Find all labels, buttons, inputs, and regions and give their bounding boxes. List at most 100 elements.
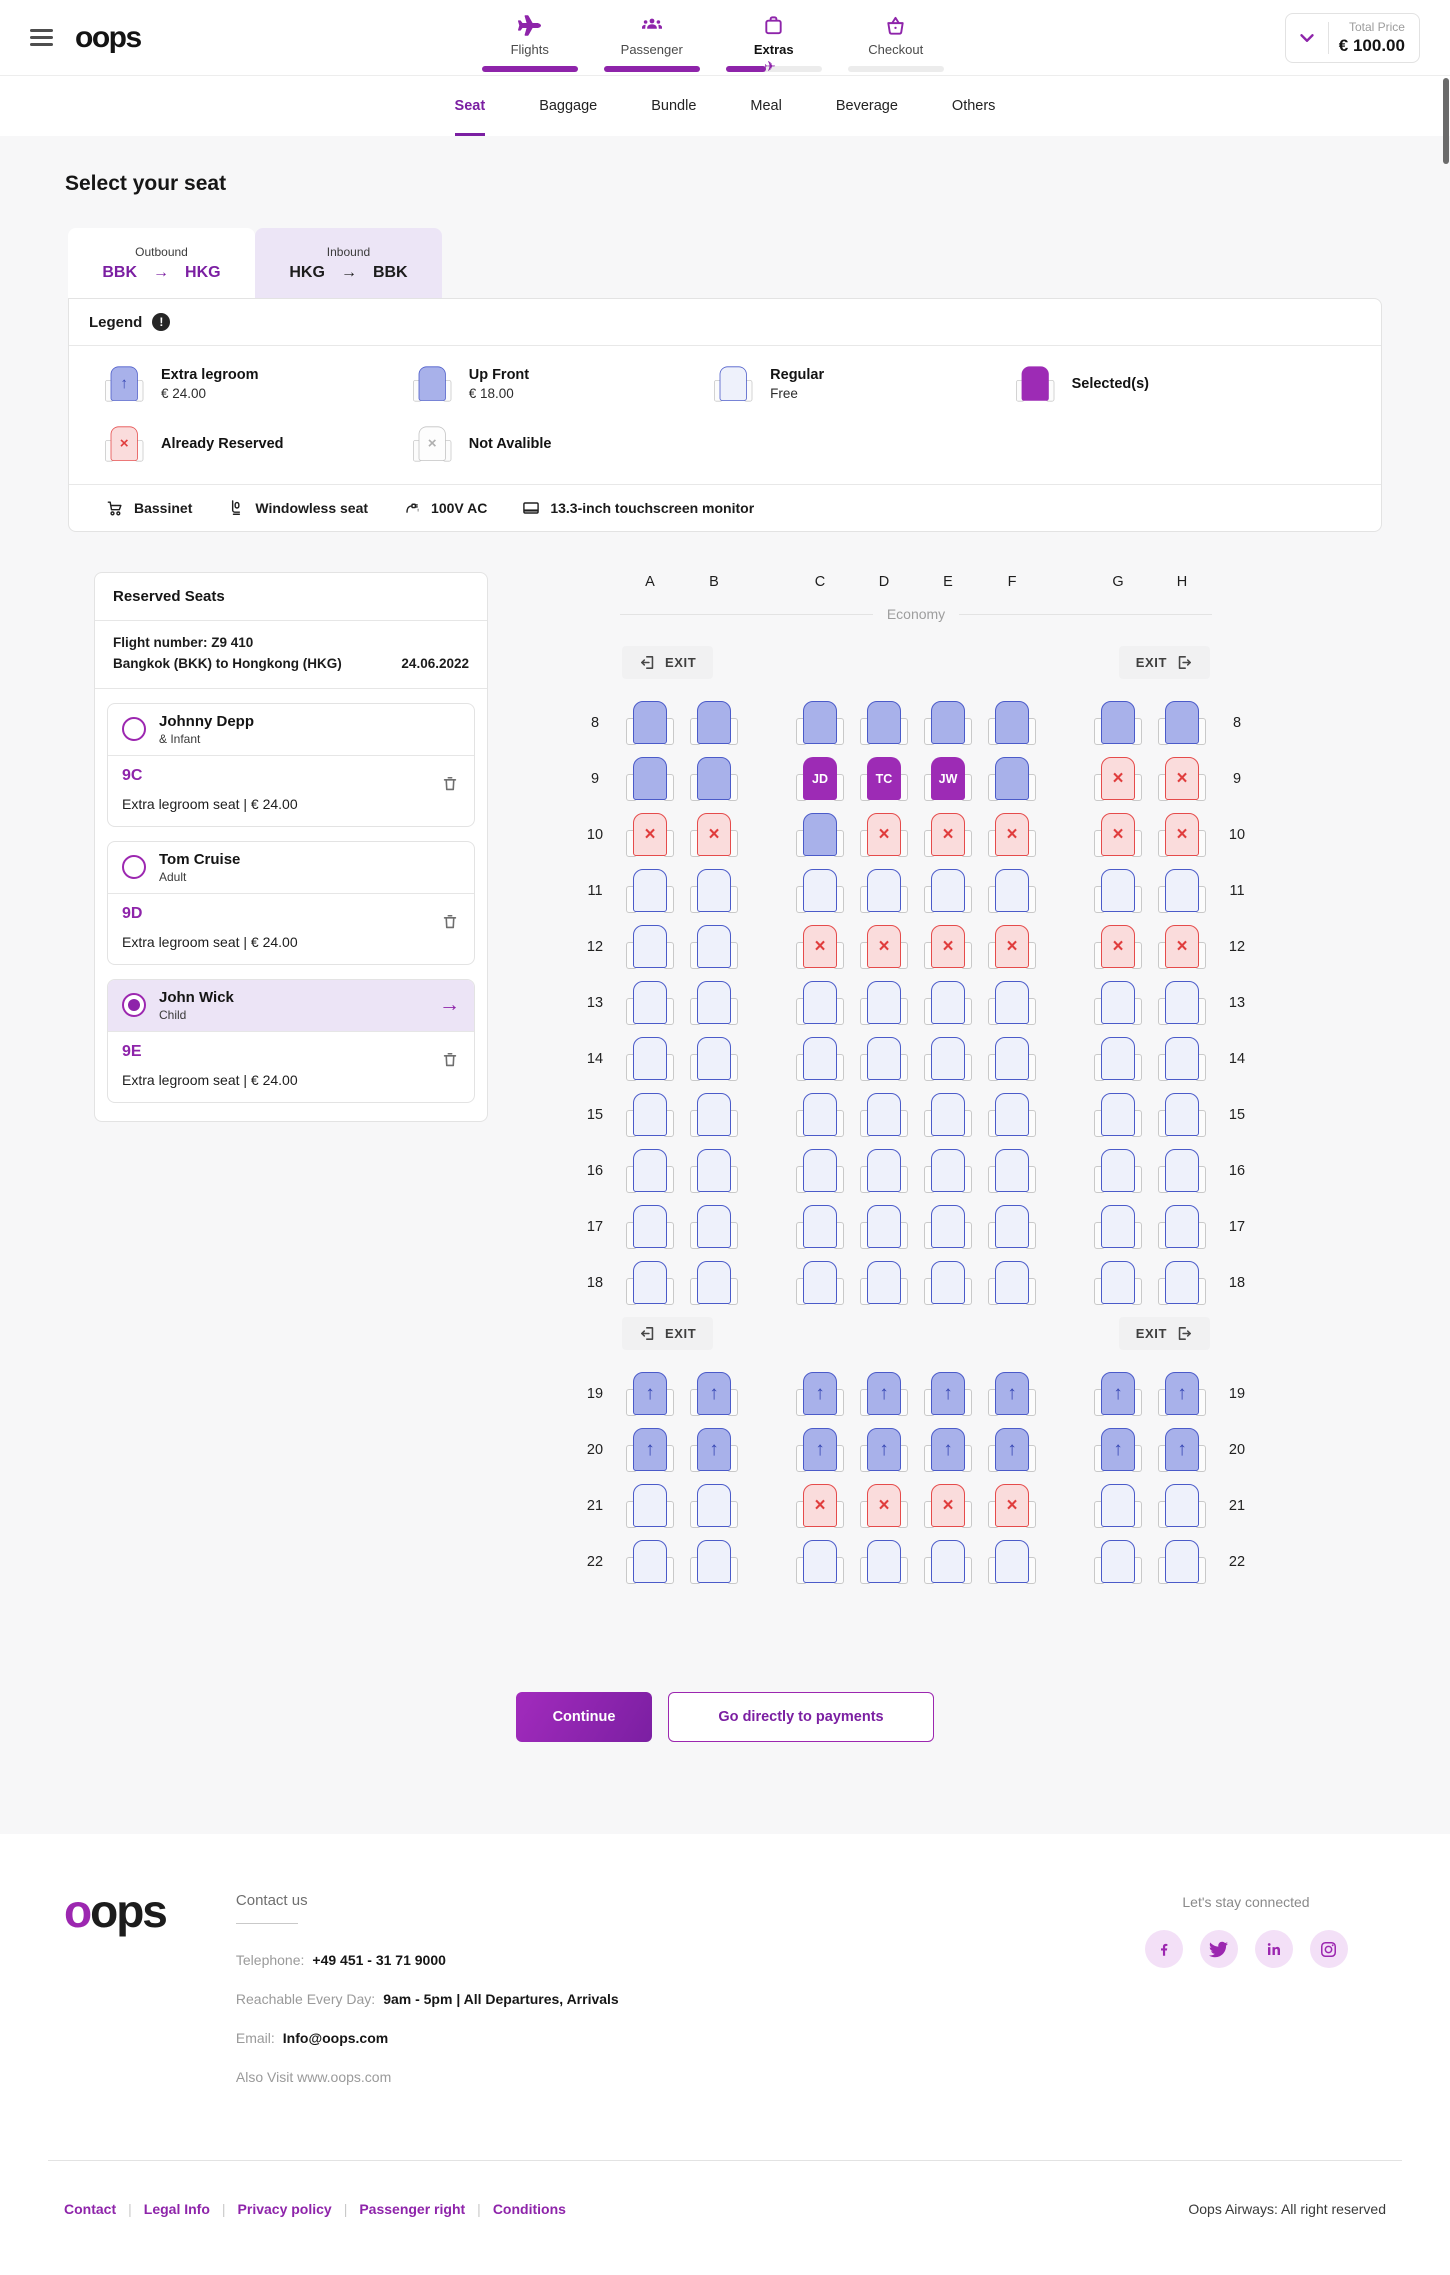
seat-16C[interactable] xyxy=(796,1149,844,1193)
seat-8D[interactable] xyxy=(860,701,908,745)
seat-9A[interactable] xyxy=(626,757,674,801)
seat-22E[interactable] xyxy=(924,1540,972,1584)
info-icon[interactable]: ! xyxy=(152,313,171,331)
delete-seat-button[interactable] xyxy=(438,910,462,937)
seat-16E[interactable] xyxy=(924,1149,972,1193)
footer-link-legal-info[interactable]: Legal Info xyxy=(143,2201,210,2217)
seat-17H[interactable] xyxy=(1158,1205,1206,1249)
seat-14B[interactable] xyxy=(690,1037,738,1081)
seat-8C[interactable] xyxy=(796,701,844,745)
seat-11F[interactable] xyxy=(988,869,1036,913)
seat-13B[interactable] xyxy=(690,981,738,1025)
seat-12B[interactable] xyxy=(690,925,738,969)
seat-8E[interactable] xyxy=(924,701,972,745)
seat-20B[interactable]: ↑ xyxy=(690,1428,738,1472)
seat-13E[interactable] xyxy=(924,981,972,1025)
go-to-payments-button[interactable]: Go directly to payments xyxy=(668,1692,934,1742)
passenger-select-0[interactable]: Johnny Depp& Infant→ xyxy=(108,704,474,756)
footer-link-conditions[interactable]: Conditions xyxy=(492,2201,566,2217)
seat-9D[interactable]: TC xyxy=(860,757,908,801)
seat-19E[interactable]: ↑ xyxy=(924,1372,972,1416)
seat-10C[interactable] xyxy=(796,813,844,857)
seat-21H[interactable] xyxy=(1158,1484,1206,1528)
seat-18B[interactable] xyxy=(690,1261,738,1305)
seat-18C[interactable] xyxy=(796,1261,844,1305)
seat-18G[interactable] xyxy=(1094,1261,1142,1305)
seat-8F[interactable] xyxy=(988,701,1036,745)
tab-bundle[interactable]: Bundle xyxy=(651,97,697,114)
seat-11B[interactable] xyxy=(690,869,738,913)
seat-15F[interactable] xyxy=(988,1093,1036,1137)
seat-11C[interactable] xyxy=(796,869,844,913)
seat-17G[interactable] xyxy=(1094,1205,1142,1249)
seat-8A[interactable] xyxy=(626,701,674,745)
seat-11A[interactable] xyxy=(626,869,674,913)
passenger-select-2[interactable]: John Wick Child → xyxy=(108,979,474,1032)
footer-link-privacy-policy[interactable]: Privacy policy xyxy=(237,2201,332,2217)
passenger-radio[interactable] xyxy=(122,855,146,880)
seat-16D[interactable] xyxy=(860,1149,908,1193)
seat-9C[interactable]: JD xyxy=(796,757,844,801)
tab-seat[interactable]: Seat xyxy=(454,76,486,136)
seat-20G[interactable]: ↑ xyxy=(1094,1428,1142,1472)
seat-14E[interactable] xyxy=(924,1037,972,1081)
seat-14G[interactable] xyxy=(1094,1037,1142,1081)
seat-11G[interactable] xyxy=(1094,869,1142,913)
seat-19B[interactable]: ↑ xyxy=(690,1372,738,1416)
seat-20D[interactable]: ↑ xyxy=(860,1428,908,1472)
seat-13H[interactable] xyxy=(1158,981,1206,1025)
seat-17D[interactable] xyxy=(860,1205,908,1249)
seat-11H[interactable] xyxy=(1158,869,1206,913)
seat-20E[interactable]: ↑ xyxy=(924,1428,972,1472)
scrollbar-thumb[interactable] xyxy=(1443,78,1449,164)
seat-21A[interactable] xyxy=(626,1484,674,1528)
seat-16B[interactable] xyxy=(690,1149,738,1193)
twitter-icon[interactable] xyxy=(1199,1930,1238,1968)
step-checkout[interactable]: Checkout xyxy=(847,11,944,72)
seat-20A[interactable]: ↑ xyxy=(626,1428,674,1472)
seat-15C[interactable] xyxy=(796,1093,844,1137)
seat-14A[interactable] xyxy=(626,1037,674,1081)
seat-21B[interactable] xyxy=(690,1484,738,1528)
seat-22G[interactable] xyxy=(1094,1540,1142,1584)
seat-12A[interactable] xyxy=(626,925,674,969)
seat-9E[interactable]: JW xyxy=(924,757,972,801)
step-flights[interactable]: Flights xyxy=(481,11,578,72)
seat-22H[interactable] xyxy=(1158,1540,1206,1584)
seat-22B[interactable] xyxy=(690,1540,738,1584)
delete-seat-button[interactable] xyxy=(438,1048,462,1075)
continue-button[interactable]: Continue xyxy=(516,1692,652,1742)
seat-15H[interactable] xyxy=(1158,1093,1206,1137)
seat-8B[interactable] xyxy=(690,701,738,745)
seat-16G[interactable] xyxy=(1094,1149,1142,1193)
footer-link-contact[interactable]: Contact xyxy=(64,2201,117,2217)
seat-15B[interactable] xyxy=(690,1093,738,1137)
seat-9F[interactable] xyxy=(988,757,1036,801)
facebook-icon[interactable] xyxy=(1144,1930,1183,1968)
direction-tab-outbound[interactable]: Outbound BBK → HKG xyxy=(68,228,255,298)
seat-17C[interactable] xyxy=(796,1205,844,1249)
seat-18F[interactable] xyxy=(988,1261,1036,1305)
seat-14C[interactable] xyxy=(796,1037,844,1081)
total-price-box[interactable]: Total Price € 100.00 xyxy=(1284,12,1420,63)
tab-baggage[interactable]: Baggage xyxy=(539,97,598,114)
seat-19H[interactable]: ↑ xyxy=(1158,1372,1206,1416)
tab-beverage[interactable]: Beverage xyxy=(835,97,898,114)
instagram-icon[interactable] xyxy=(1309,1930,1348,1968)
seat-22F[interactable] xyxy=(988,1540,1036,1584)
seat-15G[interactable] xyxy=(1094,1093,1142,1137)
seat-11E[interactable] xyxy=(924,869,972,913)
seat-15E[interactable] xyxy=(924,1093,972,1137)
tab-others[interactable]: Others xyxy=(951,97,996,114)
seat-19F[interactable]: ↑ xyxy=(988,1372,1036,1416)
seat-13G[interactable] xyxy=(1094,981,1142,1025)
passenger-radio[interactable] xyxy=(122,717,146,742)
seat-17B[interactable] xyxy=(690,1205,738,1249)
seat-20C[interactable]: ↑ xyxy=(796,1428,844,1472)
seat-22A[interactable] xyxy=(626,1540,674,1584)
seat-18E[interactable] xyxy=(924,1261,972,1305)
step-extras[interactable]: Extras ✈ xyxy=(725,11,822,74)
seat-13F[interactable] xyxy=(988,981,1036,1025)
seat-8G[interactable] xyxy=(1094,701,1142,745)
